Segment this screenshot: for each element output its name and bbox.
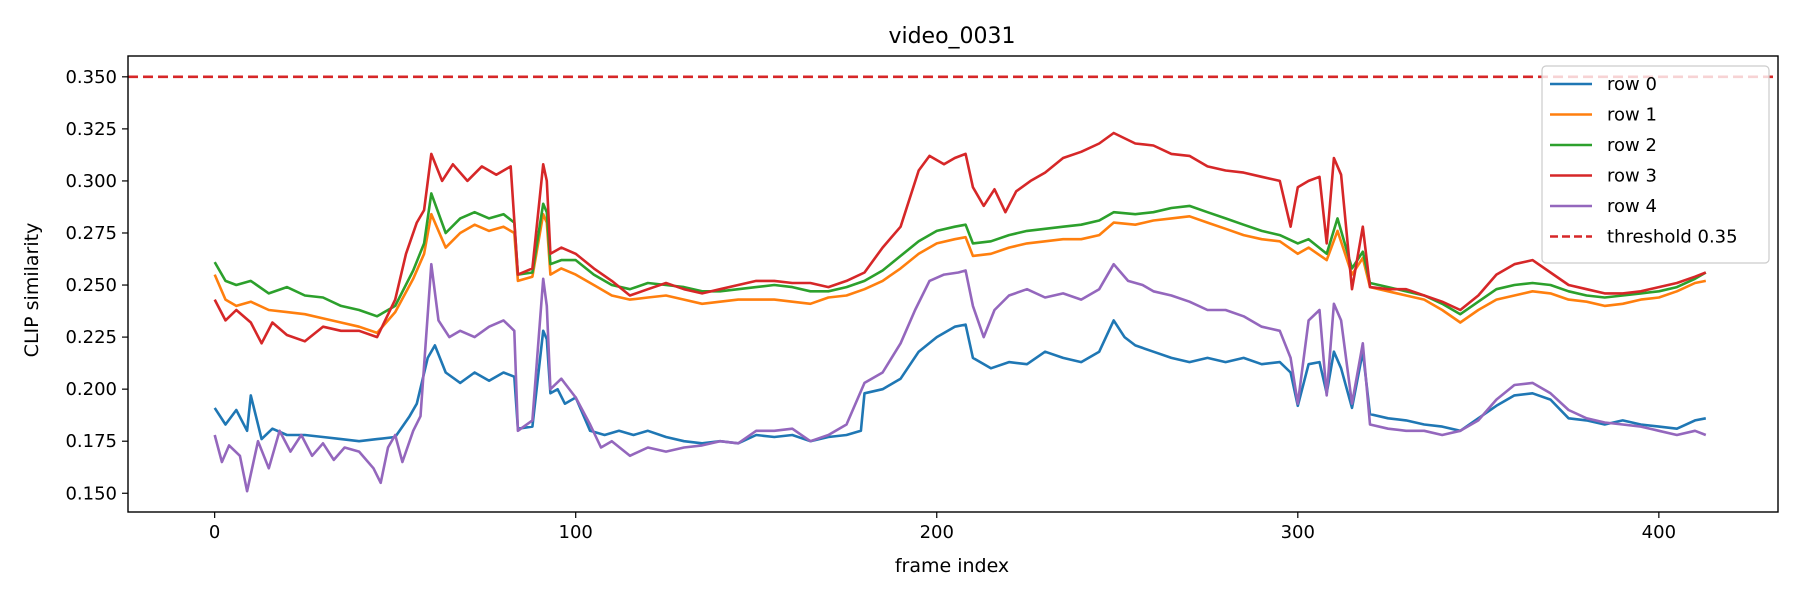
legend-label: threshold 0.35 (1607, 227, 1738, 248)
legend-label: row 1 (1607, 105, 1657, 126)
legend-label: row 4 (1607, 196, 1657, 217)
y-tick-label: 0.175 (65, 431, 117, 452)
legend-label: row 3 (1607, 166, 1657, 187)
x-tick-label: 100 (559, 522, 593, 543)
y-tick-label: 0.275 (65, 223, 117, 244)
y-tick-label: 0.200 (65, 379, 117, 400)
y-tick-label: 0.250 (65, 275, 117, 296)
x-tick-label: 200 (920, 522, 954, 543)
x-axis-label: frame index (895, 555, 1009, 577)
series-line-row-0 (213, 319, 1707, 445)
y-axis-label: CLIP similarity (21, 223, 43, 358)
chart-title: video_0031 (888, 24, 1015, 49)
y-tick-label: 0.150 (65, 483, 117, 504)
plot-frame (127, 55, 1779, 513)
plot-area: 0 100 200 300 400 0.150 0.175 0.200 0.225 0.250 0.… (65, 55, 1779, 543)
series-line-row-1 (213, 212, 1707, 335)
x-tick-label: 300 (1281, 522, 1315, 543)
x-tick-label: 400 (1642, 522, 1676, 543)
legend: row 0 row 1 row 2 row 3 row 4 threshold 0.35 (1541, 65, 1770, 264)
y-tick-label: 0.325 (65, 119, 117, 140)
y-tick-label: 0.225 (65, 327, 117, 348)
series-line-row-3 (213, 131, 1707, 345)
legend-box (1541, 65, 1770, 264)
legend-label: row 2 (1607, 135, 1657, 156)
legend-label: row 0 (1607, 74, 1657, 95)
series-line-row-4 (213, 262, 1707, 493)
y-tick-label: 0.350 (65, 67, 117, 88)
x-tick-label: 0 (209, 522, 220, 543)
y-tick-label: 0.300 (65, 171, 117, 192)
